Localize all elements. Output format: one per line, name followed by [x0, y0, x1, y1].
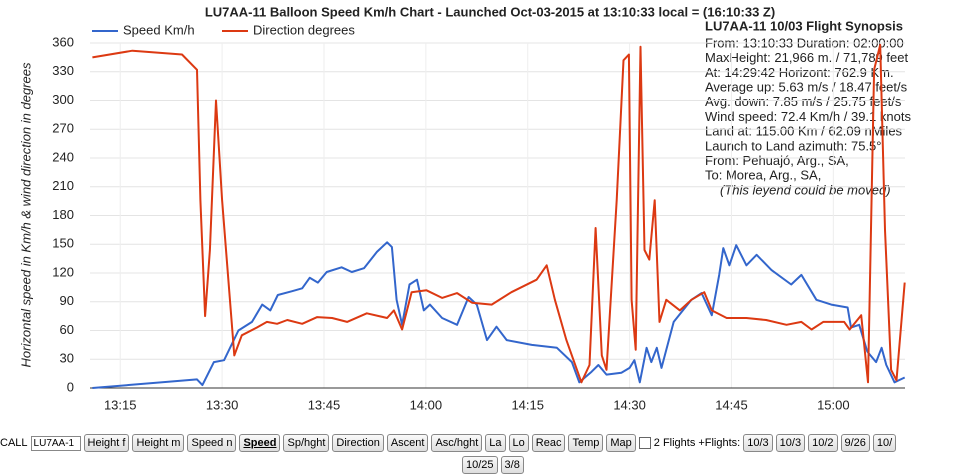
- flight-button[interactable]: 10/: [872, 434, 897, 452]
- tab-button[interactable]: Speed n: [187, 434, 237, 452]
- checkbox[interactable]: [638, 437, 651, 449]
- y-tick-label: 60: [60, 322, 74, 337]
- checkbox-label: 2 Flights: [653, 437, 696, 449]
- y-tick-label: 210: [52, 178, 74, 193]
- x-tick-label: 14:45: [715, 397, 748, 412]
- data-line: [92, 241, 906, 389]
- toolbar-row2: 10/25 3/8: [462, 456, 524, 474]
- tab-button[interactable]: Map: [606, 434, 636, 452]
- synopsis-line: Average up: 5.63 m/s / 18.47 feet/s: [705, 80, 908, 95]
- synopsis-line: MaxHeight: 21,966 m. / 71,789 feet: [705, 50, 908, 65]
- y-tick-label: 300: [52, 92, 74, 107]
- y-tick-label: 90: [60, 293, 74, 308]
- y-tick-label: 180: [52, 207, 74, 222]
- synopsis-line: Land at: 115.00 Km / 62.09 nMiles: [705, 124, 903, 139]
- y-tick-label: 360: [52, 34, 74, 49]
- chart: LU7AA-11 Balloon Speed Km/h Chart - Laun…: [18, 4, 911, 412]
- flight-button[interactable]: 10/25: [462, 456, 498, 474]
- x-tick-label: 13:15: [104, 397, 137, 412]
- synopsis-line: Avg. down: 7.85 m/s / 25.75 feet/s: [705, 94, 902, 109]
- x-tick-label: 13:30: [206, 397, 239, 412]
- y-tick-label: 0: [67, 379, 74, 394]
- x-tick-label: 14:15: [511, 397, 544, 412]
- call-label: CALL: [0, 437, 28, 449]
- tab-button[interactable]: Speed: [239, 434, 281, 452]
- tab-button[interactable]: Sp/hght: [283, 434, 330, 452]
- synopsis-title: LU7AA-11 10/03 Flight Synopsis: [705, 18, 903, 33]
- synopsis-note: (This leyend could be moved): [720, 182, 891, 197]
- flights-label: +Flights:: [698, 437, 741, 449]
- call-input[interactable]: LU7AA-1: [30, 435, 81, 451]
- y-tick-label: 30: [60, 351, 74, 366]
- tab-button[interactable]: Temp: [568, 434, 604, 452]
- flight-button[interactable]: 3/8: [500, 456, 524, 474]
- tab-button[interactable]: La: [485, 434, 506, 452]
- tab-button[interactable]: Height f: [83, 434, 130, 452]
- x-tick-label: 13:45: [308, 397, 341, 412]
- y-axis-label: Horizontal speed in Km/h & wind directio…: [18, 62, 33, 367]
- synopsis-line: From: Pehuajó, Arg., SA,: [705, 153, 849, 168]
- synopsis-line: To: Morea, Arg., SA,: [705, 168, 821, 183]
- y-tick-label: 330: [52, 63, 74, 78]
- y-tick-label: 240: [52, 149, 74, 164]
- flight-button[interactable]: 10/3: [775, 434, 806, 452]
- flight-button[interactable]: 9/26: [840, 434, 870, 452]
- y-tick-label: 270: [52, 121, 74, 136]
- tab-button[interactable]: Height m: [132, 434, 185, 452]
- x-tick-label: 14:00: [410, 397, 443, 412]
- y-tick-label: 120: [52, 264, 74, 279]
- flight-button[interactable]: 10/2: [808, 434, 838, 452]
- tab-button[interactable]: Lo: [508, 434, 529, 452]
- tab-button[interactable]: Direction: [332, 434, 384, 452]
- tab-button[interactable]: Asc/hght: [431, 434, 483, 452]
- x-tick-label: 14:30: [613, 397, 646, 412]
- synopsis-line: Wind speed: 72.4 Km/h / 39.1 knots: [705, 109, 911, 124]
- synopsis: LU7AA-11 10/03 Flight Synopsis From: 13:…: [705, 18, 911, 197]
- legend-label: Direction degrees: [253, 22, 355, 37]
- tab-button[interactable]: Ascent: [386, 434, 429, 452]
- legend-label: Speed Km/h: [123, 22, 195, 37]
- tab-button[interactable]: Reac: [531, 434, 566, 452]
- synopsis-line: Launch to Land azimuth: 75.5°: [705, 138, 882, 153]
- synopsis-line: At: 14:29:42 Horizont: 762.9 Km.: [705, 65, 894, 80]
- x-tick-label: 15:00: [817, 397, 850, 412]
- flight-button[interactable]: 10/3: [743, 434, 773, 452]
- chart-title: LU7AA-11 Balloon Speed Km/h Chart - Laun…: [205, 4, 775, 19]
- data-line: [92, 43, 906, 384]
- y-tick-label: 150: [52, 236, 74, 251]
- toolbar: CALL LU7AA-1 Height f Height m Speed n Speed S…: [0, 434, 980, 452]
